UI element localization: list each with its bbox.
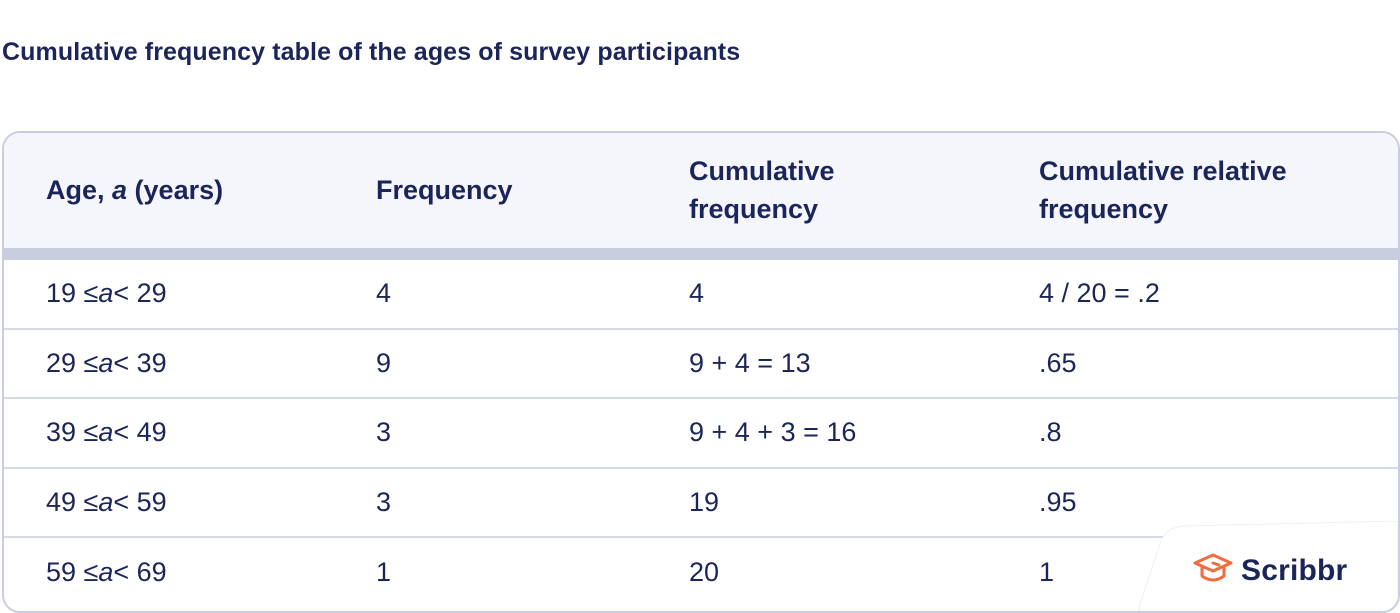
age-lower-bound: 49 ≤ xyxy=(46,486,99,517)
age-upper-bound: < 39 xyxy=(113,347,167,378)
header-frequency: Frequency xyxy=(376,175,513,205)
cell-frequency: 3 xyxy=(376,486,392,517)
age-variable: a xyxy=(98,417,114,448)
cell-frequency: 1 xyxy=(376,557,392,588)
header-cumulative-frequency: Cumulative frequency xyxy=(689,152,835,228)
table-body: 19 ≤ a < 29 4 4 4 / 20 = .2 29 ≤ a < 39 … xyxy=(4,260,1398,608)
header-cumulative-relative-frequency: Cumulative relative frequency xyxy=(1039,152,1287,228)
graduation-cap-icon xyxy=(1193,551,1233,590)
header-age-suffix: (years) xyxy=(127,175,224,205)
cell-cumulative-frequency: 9 + 4 = 13 xyxy=(689,347,811,378)
age-upper-bound: < 59 xyxy=(113,486,167,517)
table-row: 39 ≤ a < 49 3 9 + 4 + 3 = 16 .8 xyxy=(4,399,1398,469)
cell-cumulative-relative-frequency: .95 xyxy=(1039,486,1077,517)
age-upper-bound: < 69 xyxy=(113,557,167,588)
table-row: 19 ≤ a < 29 4 4 4 / 20 = .2 xyxy=(4,260,1398,330)
cell-cumulative-relative-frequency: .65 xyxy=(1039,347,1077,378)
header-cumulative-frequency-line1: Cumulative xyxy=(689,156,835,186)
header-cumulative-frequency-line2: frequency xyxy=(689,194,819,224)
age-variable: a xyxy=(98,486,114,517)
header-cumulative-relative-line2: frequency xyxy=(1039,194,1169,224)
age-variable: a xyxy=(98,557,114,588)
header-age-prefix: Age, xyxy=(46,175,113,205)
cell-frequency: 4 xyxy=(376,278,392,309)
cell-age-range: 59 ≤ a < 69 xyxy=(46,538,167,608)
cell-cumulative-relative-frequency: .8 xyxy=(1039,417,1062,448)
age-variable: a xyxy=(98,347,114,378)
age-variable: a xyxy=(98,278,114,309)
cell-age-range: 19 ≤ a < 29 xyxy=(46,260,167,328)
header-cumulative-relative-line1: Cumulative relative xyxy=(1039,156,1287,186)
cell-frequency: 9 xyxy=(376,347,392,378)
logo-badge: Scribbr xyxy=(1138,521,1398,611)
age-lower-bound: 59 ≤ xyxy=(46,557,99,588)
logo-text: Scribbr xyxy=(1241,553,1348,587)
logo-badge-background xyxy=(1138,521,1398,611)
age-upper-bound: < 49 xyxy=(113,417,167,448)
table-header: Age, a (years) Frequency Cumulative freq… xyxy=(4,133,1398,260)
cell-age-range: 39 ≤ a < 49 xyxy=(46,399,167,467)
cell-cumulative-frequency: 20 xyxy=(689,557,720,588)
header-age: Age, a (years) xyxy=(46,171,223,209)
table-row: 29 ≤ a < 39 9 9 + 4 = 13 .65 xyxy=(4,330,1398,399)
cell-age-range: 29 ≤ a < 39 xyxy=(46,330,167,398)
page-title: Cumulative frequency table of the ages o… xyxy=(2,38,741,66)
cell-cumulative-relative-frequency: 4 / 20 = .2 xyxy=(1039,278,1160,309)
table-row: 59 ≤ a < 69 1 20 1 xyxy=(4,538,1398,608)
cell-age-range: 49 ≤ a < 59 xyxy=(46,469,167,537)
age-upper-bound: < 29 xyxy=(113,278,167,309)
header-age-variable: a xyxy=(112,175,128,205)
cell-cumulative-frequency: 19 xyxy=(689,486,720,517)
cell-cumulative-relative-frequency: 1 xyxy=(1039,557,1055,588)
scribbr-logo: Scribbr xyxy=(1193,551,1347,590)
table-row: 49 ≤ a < 59 3 19 .95 xyxy=(4,469,1398,538)
frequency-table: Age, a (years) Frequency Cumulative freq… xyxy=(2,131,1400,613)
age-lower-bound: 19 ≤ xyxy=(46,278,99,309)
cell-cumulative-frequency: 4 xyxy=(689,278,705,309)
age-lower-bound: 39 ≤ xyxy=(46,417,99,448)
age-lower-bound: 29 ≤ xyxy=(46,347,99,378)
cell-frequency: 3 xyxy=(376,417,392,448)
cell-cumulative-frequency: 9 + 4 + 3 = 16 xyxy=(689,417,857,448)
